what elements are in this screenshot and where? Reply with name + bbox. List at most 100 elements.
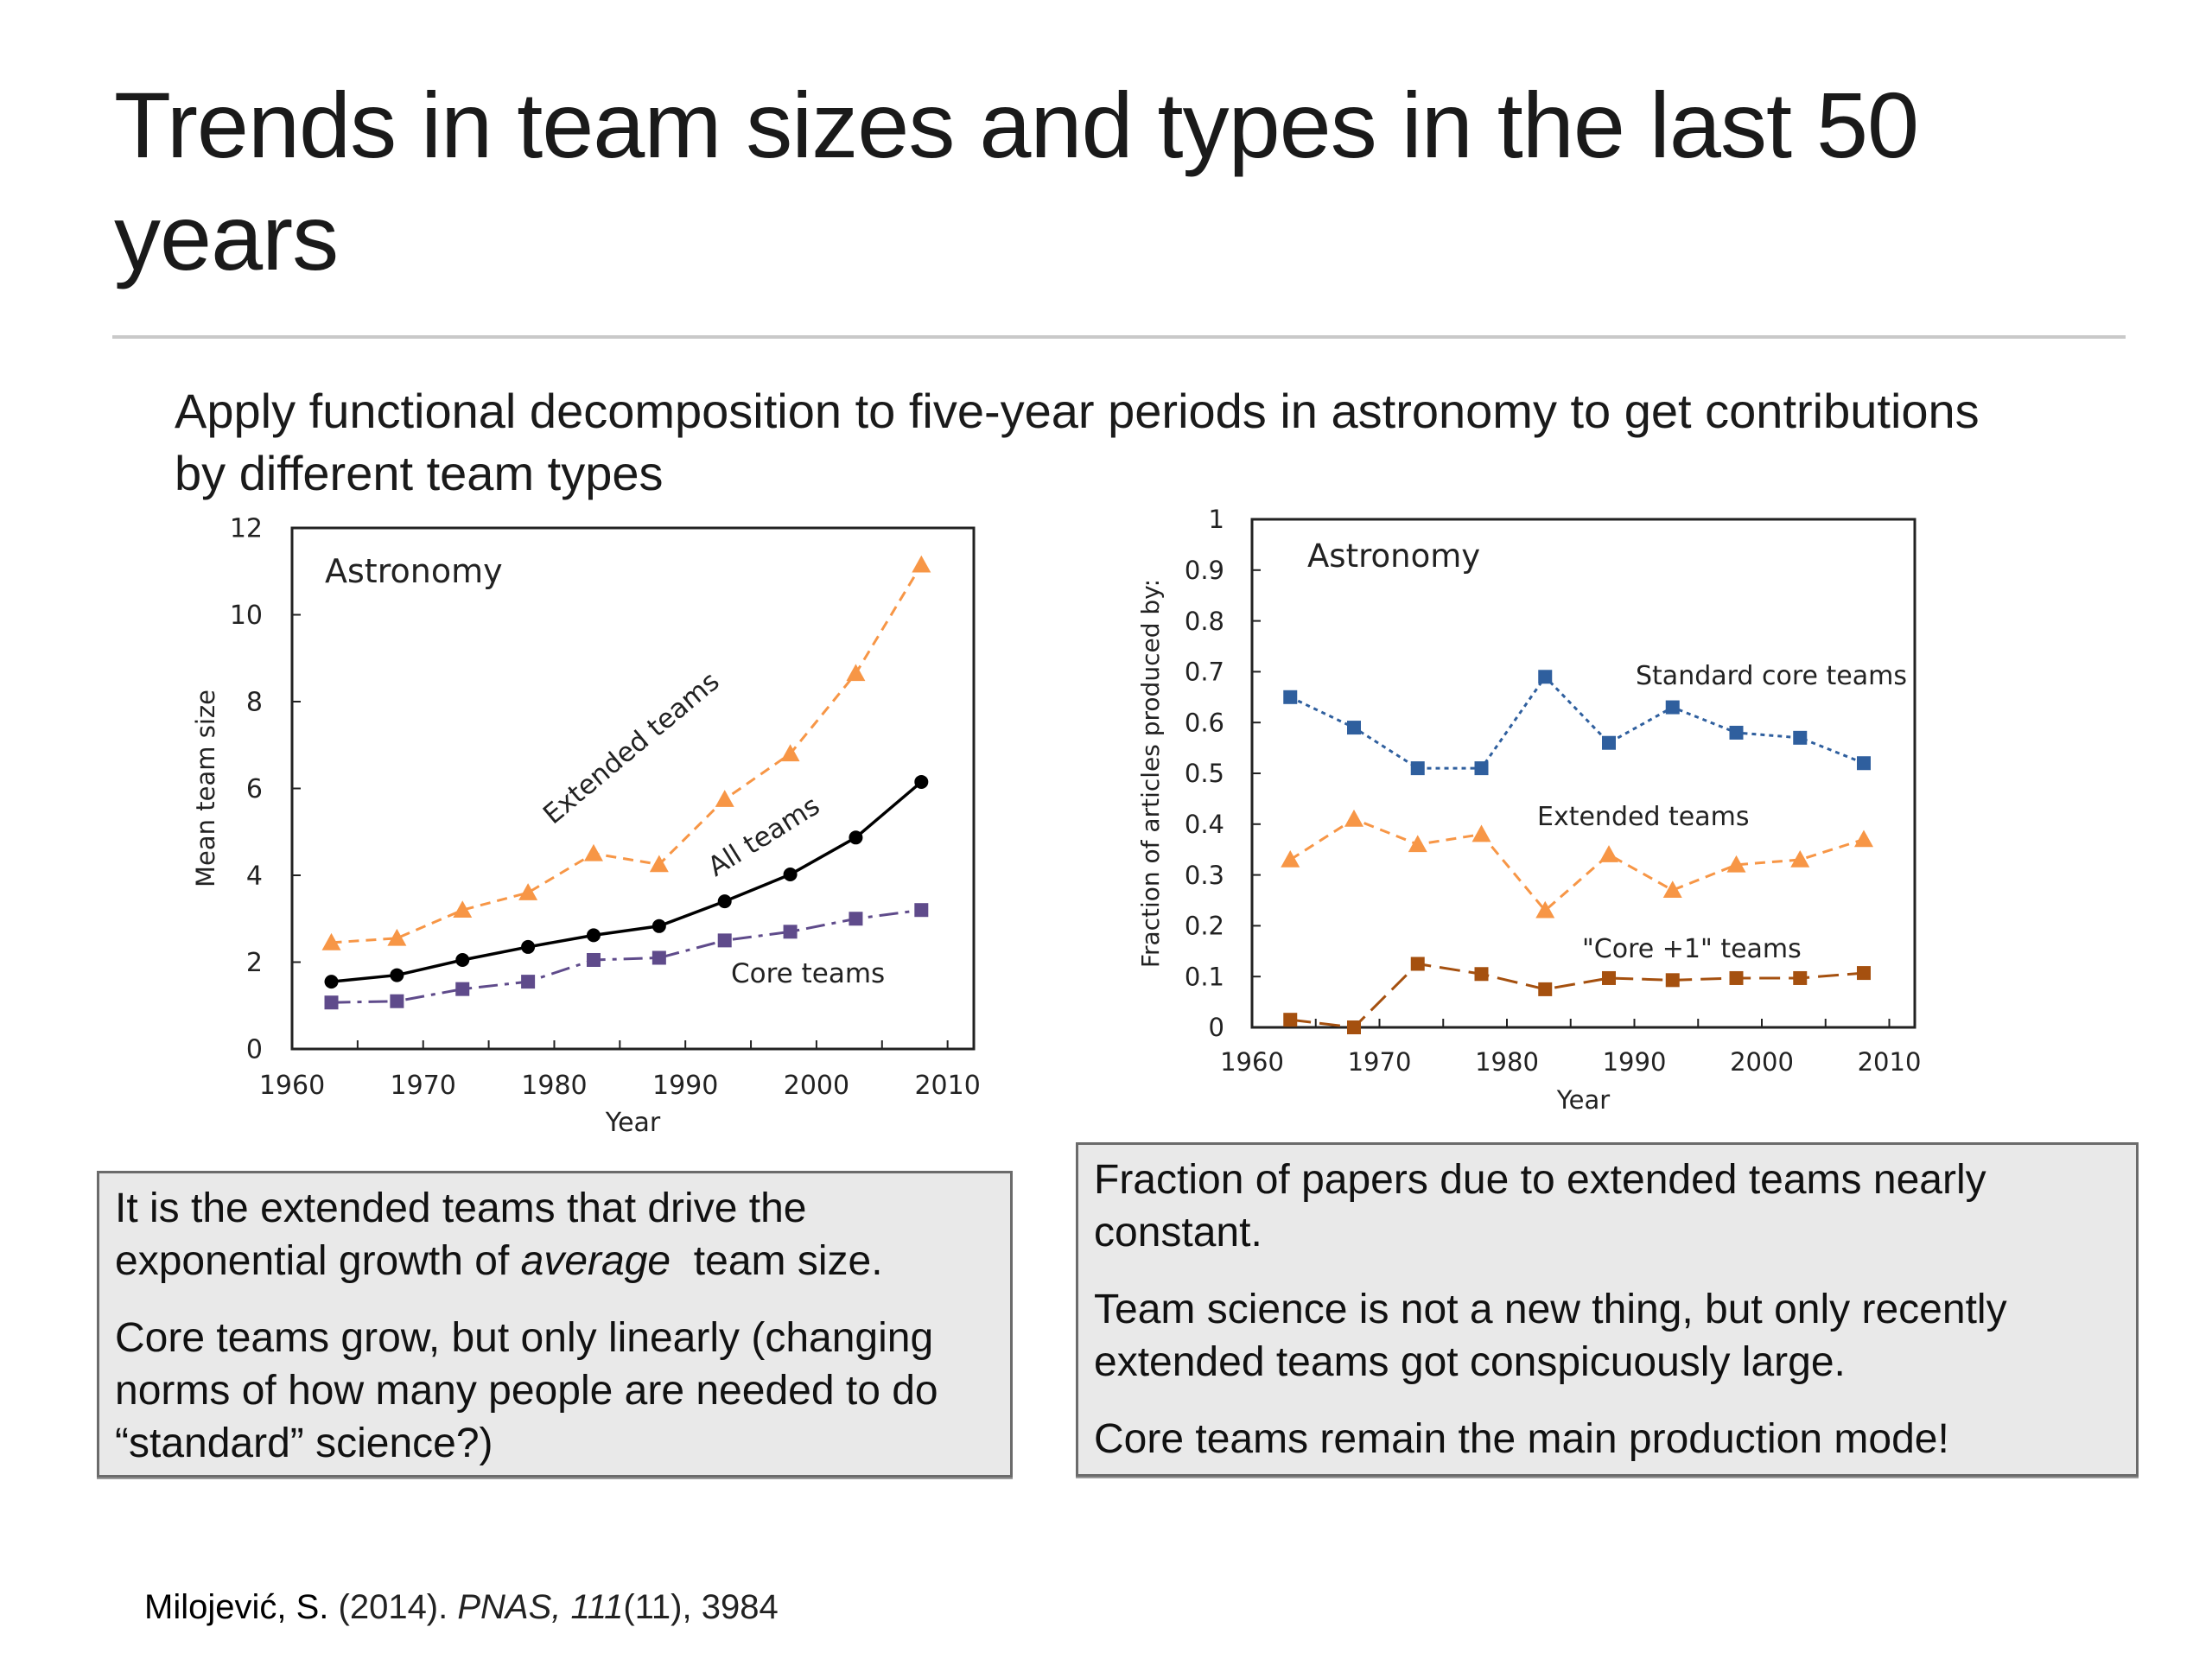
series-core-1-teams: "Core +1" teams <box>1283 934 1871 1034</box>
data-point-square <box>1793 730 1808 745</box>
data-point-triangle <box>1726 855 1746 873</box>
series-line <box>331 908 922 1004</box>
data-point-circle <box>717 894 732 909</box>
series-extended-teams: Extended teams <box>1281 802 1873 918</box>
left-takeaway-para-2: Core teams grow, but only linearly (chan… <box>115 1315 938 1466</box>
right-takeaway-para-2: Team science is not a new thing, but onl… <box>1094 1287 2007 1385</box>
y-tick-label: 0.7 <box>1185 658 1224 687</box>
data-point-square <box>455 982 470 996</box>
data-point-triangle <box>846 664 866 682</box>
data-point-square <box>1410 761 1425 776</box>
y-tick-label: 0.9 <box>1185 556 1224 585</box>
data-point-square <box>783 925 798 939</box>
emphasis-average: average <box>520 1238 671 1284</box>
y-tick-label: 0.4 <box>1185 810 1224 839</box>
data-point-triangle <box>715 790 734 807</box>
data-point-circle <box>455 952 470 967</box>
data-point-square <box>1665 973 1680 988</box>
series-line <box>1290 962 1865 1029</box>
data-point-triangle <box>321 932 341 950</box>
x-tick-label: 1970 <box>1348 1047 1412 1077</box>
series-label: Standard core teams <box>1636 661 1907 691</box>
y-tick-label: 0 <box>246 1035 263 1065</box>
x-axis-label: Year <box>605 1108 661 1138</box>
y-tick-label: 12 <box>230 514 263 544</box>
series-label: Extended teams <box>1537 802 1749 832</box>
chart-title: Astronomy <box>1307 537 1480 575</box>
plot-area-frame <box>290 526 976 1051</box>
chart-title: Astronomy <box>325 552 503 590</box>
text: It is the extended teams that drive the … <box>115 1185 807 1284</box>
y-tick-label: 0.8 <box>1185 607 1224 636</box>
citation-issue-pages: (11), 3984 <box>623 1588 779 1626</box>
data-point-circle <box>390 968 404 982</box>
x-tick-label: 2000 <box>1730 1047 1794 1077</box>
x-tick-label: 1960 <box>1220 1047 1284 1077</box>
right-takeaway-para-3: Core teams remain the main production mo… <box>1094 1416 1949 1462</box>
data-point-square <box>1474 967 1489 982</box>
data-point-square <box>1538 982 1553 996</box>
data-point-circle <box>783 867 798 881</box>
x-tick-label: 1980 <box>1475 1047 1539 1077</box>
citation: Milojević, S. (2014). PNAS, 111(11), 398… <box>144 1588 779 1627</box>
series-standard-core-teams: Standard core teams <box>1283 661 1907 776</box>
text: team size. <box>671 1238 883 1284</box>
y-tick-label: 0.3 <box>1185 861 1224 890</box>
y-axis-label: Mean team size <box>191 690 220 887</box>
citation-journal: PNAS, 111 <box>457 1588 624 1626</box>
data-point-triangle <box>1790 849 1810 868</box>
data-point-square <box>1347 721 1361 735</box>
citation-author: Milojević, S. <box>144 1588 329 1626</box>
data-point-triangle <box>1344 809 1363 827</box>
x-axis-label: Year <box>1556 1085 1610 1115</box>
series-line <box>331 780 923 983</box>
y-tick-label: 8 <box>246 688 263 718</box>
data-point-triangle <box>1854 830 1873 848</box>
slide-title: Trends in team sizes and types in the la… <box>114 73 1919 289</box>
data-point-triangle <box>1408 835 1427 853</box>
y-tick-label: 1 <box>1209 505 1224 534</box>
data-point-square <box>914 903 929 918</box>
data-point-triangle <box>912 555 931 573</box>
data-point-square <box>1793 970 1808 985</box>
mean-team-size-chart-svg: 1960 1970 1980 1990 2000 2010 0 2 4 6 8 10 12 Year Mea… <box>191 514 981 1139</box>
data-point-circle <box>324 975 339 989</box>
data-point-square <box>1665 700 1680 715</box>
series-line <box>1289 817 1865 912</box>
data-point-square <box>717 933 732 948</box>
slide-subtitle: Apply functional decomposition to five-y… <box>175 384 1980 500</box>
mean-team-size-chart: 1960 1970 1980 1990 2000 2010 0 2 4 6 8 10 12 Year Mea… <box>0 0 1037 1162</box>
y-tick-label: 4 <box>246 861 263 892</box>
data-point-square <box>1283 1013 1298 1027</box>
data-point-triangle <box>387 928 407 946</box>
x-tick-label: 1980 <box>521 1071 587 1101</box>
y-tick-label: 0.6 <box>1185 708 1224 737</box>
data-point-triangle <box>453 900 473 918</box>
fraction-articles-chart: 1960 1970 1980 1990 2000 2010 0 0.1 0.2 0.3 0.4 0.5… <box>1136 505 1922 1115</box>
data-point-square <box>1857 756 1871 771</box>
right-takeaway-para-1: Fraction of papers due to extended teams… <box>1094 1157 1986 1255</box>
data-point-triangle <box>649 855 669 873</box>
data-point-square <box>1602 970 1616 985</box>
data-point-square <box>1474 761 1489 776</box>
citation-year: (2014). <box>328 1588 458 1626</box>
data-point-square <box>324 995 339 1010</box>
series-label: "Core +1" teams <box>1582 934 1802 964</box>
data-point-triangle <box>780 744 800 762</box>
plot-area-frame <box>1250 518 1916 1029</box>
series-core-teams: Core teams <box>324 903 929 1010</box>
right-takeaway-box: Fraction of papers due to extended teams… <box>1076 1142 2139 1477</box>
x-tick-label: 2000 <box>784 1071 849 1101</box>
x-tick-label: 2010 <box>1858 1047 1922 1077</box>
data-point-square <box>586 952 601 967</box>
y-axis-label: Fraction of articles produced by: <box>1136 579 1165 968</box>
data-point-square <box>652 950 666 965</box>
series-line <box>331 563 923 944</box>
data-point-square <box>1729 970 1744 985</box>
x-tick-label: 1990 <box>1603 1047 1667 1077</box>
series-label: Core teams <box>731 958 885 989</box>
y-tick-label: 0.2 <box>1185 912 1224 941</box>
data-point-square <box>521 975 536 989</box>
data-point-circle <box>586 928 601 943</box>
x-tick-label: 1970 <box>391 1071 456 1101</box>
